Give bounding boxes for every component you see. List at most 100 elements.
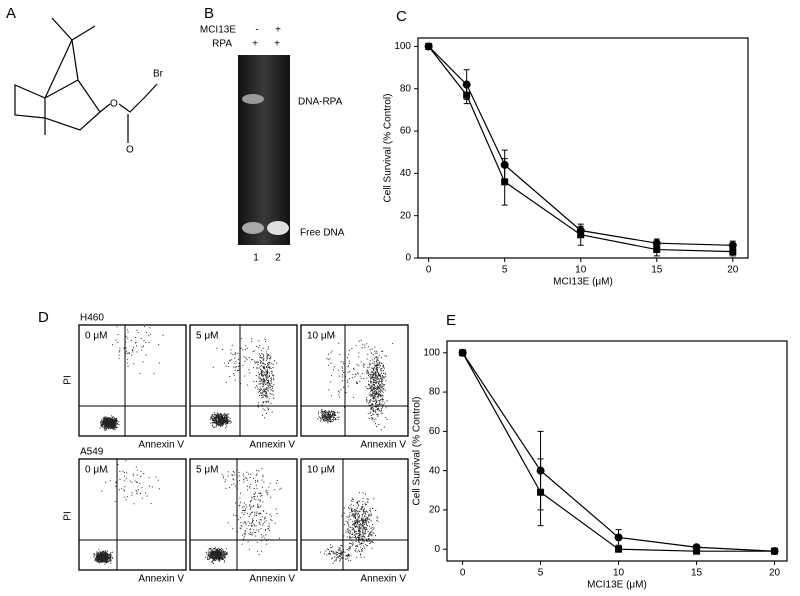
y-tick-label: 100	[423, 347, 440, 358]
x-tick-label: 10	[613, 568, 625, 579]
event-dots	[210, 334, 278, 429]
flow-panel: 0 μM Annexin V	[78, 324, 187, 451]
lane-number: 1	[253, 253, 259, 264]
marker	[501, 178, 509, 186]
flow-frame	[78, 458, 187, 571]
gel-image	[238, 55, 290, 245]
flow-frame	[189, 324, 298, 437]
atom-label: Br	[153, 69, 164, 80]
cell-line: H460	[80, 313, 104, 324]
gel-lane-sign: +	[274, 39, 280, 50]
flow-frame	[300, 324, 409, 437]
flow-panel: 10 μM Annexin V	[300, 324, 409, 451]
bond	[118, 83, 158, 113]
gel-row-label: MCI13E	[200, 25, 236, 36]
y-axis-label: Cell Survival (% Control)	[383, 94, 394, 203]
gel-band	[242, 222, 264, 234]
y-tick-label: 20	[429, 505, 441, 516]
marker	[693, 547, 701, 555]
panel-label: A	[6, 5, 16, 22]
dose-label: 10 μM	[307, 331, 335, 342]
panel-label: D	[38, 309, 49, 326]
x-tick-label: 0	[426, 265, 432, 276]
y-tick-label: 0	[434, 544, 440, 555]
flow-x-label: Annexin V	[138, 574, 184, 585]
flow-y-label: PI	[63, 511, 74, 520]
x-tick-label: 15	[691, 568, 703, 579]
y-tick-label: 60	[429, 426, 441, 437]
gel-lane-sign: +	[252, 39, 258, 50]
plot-frame	[417, 37, 749, 259]
x-tick-label: 20	[727, 265, 739, 276]
y-tick-label: 40	[429, 465, 441, 476]
dose-label: 0 μM	[85, 465, 107, 476]
y-tick-label: 60	[400, 126, 412, 137]
flow-frame	[189, 458, 298, 571]
marker	[577, 231, 585, 239]
series-line	[462, 352, 775, 552]
panel-label: B	[204, 5, 214, 22]
series-line	[428, 46, 733, 246]
event-dots	[99, 326, 164, 431]
marker	[459, 349, 467, 357]
marker	[425, 42, 433, 50]
bond	[71, 39, 79, 81]
cell-line: A549	[80, 447, 104, 458]
y-tick-label: 100	[394, 41, 411, 52]
flow-panel: 10 μM Annexin V	[300, 458, 409, 585]
flow-y-label: PI	[63, 375, 74, 384]
event-dots	[317, 335, 394, 431]
y-tick-label: 80	[400, 83, 412, 94]
flow-frame	[300, 458, 409, 571]
event-dots	[205, 468, 282, 564]
x-tick-label: 20	[769, 568, 781, 579]
x-tick-label: 10	[575, 265, 587, 276]
dose-label: 5 μM	[196, 331, 218, 342]
dose-label: 10 μM	[307, 465, 335, 476]
gel-lane-sign: +	[275, 25, 281, 36]
panel-label: E	[446, 312, 456, 329]
band-label: Free DNA	[300, 228, 345, 239]
marker	[614, 533, 623, 542]
marker	[729, 248, 737, 256]
flow-x-label: Annexin V	[360, 574, 406, 585]
gel-band	[242, 94, 264, 104]
x-axis-label: MCI13E (μM)	[553, 277, 613, 288]
marker	[615, 545, 623, 553]
event-dots	[319, 492, 379, 564]
y-axis-label: Cell Survival (% Control)	[412, 397, 423, 506]
flow-panel: 0 μM Annexin V	[78, 458, 187, 585]
flow-panel: 5 μM Annexin V	[189, 458, 298, 585]
flow-x-label: Annexin V	[249, 574, 295, 585]
flow-frame	[78, 324, 187, 437]
atom-label: O	[110, 99, 118, 110]
series-line	[462, 352, 775, 552]
atom-label: O	[126, 145, 134, 156]
dose-label: 5 μM	[196, 465, 218, 476]
bond	[99, 103, 111, 113]
y-tick-label: 40	[400, 168, 412, 179]
dose-label: 0 μM	[85, 331, 107, 342]
x-tick-label: 5	[502, 265, 508, 276]
flow-x-label: Annexin V	[249, 440, 295, 451]
marker	[463, 91, 471, 99]
bond	[14, 79, 101, 131]
bond	[44, 79, 79, 99]
x-tick-label: 0	[460, 568, 466, 579]
gel-band	[267, 221, 289, 235]
x-axis-label: MCI13E (μM)	[587, 580, 647, 591]
gel-lane-sign: -	[255, 25, 258, 36]
marker	[771, 547, 779, 555]
x-tick-label: 5	[538, 568, 544, 579]
y-tick-label: 80	[429, 387, 441, 398]
plot-frame	[446, 340, 788, 562]
event-dots	[93, 460, 161, 565]
chemical-structure	[14, 17, 158, 143]
y-tick-label: 0	[405, 253, 411, 264]
band-label: DNA-RPA	[298, 97, 343, 108]
bond	[44, 39, 73, 99]
flow-x-label: Annexin V	[360, 440, 406, 451]
bond	[51, 17, 96, 41]
flow-panel: 5 μM Annexin V	[189, 324, 298, 451]
